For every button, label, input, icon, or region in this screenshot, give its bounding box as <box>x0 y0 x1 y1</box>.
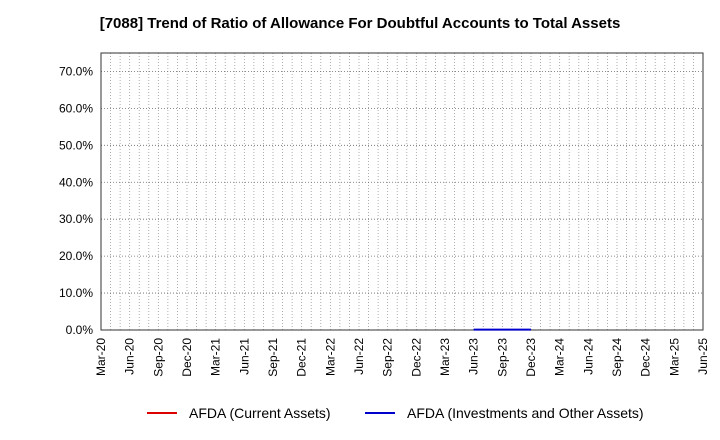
x-axis: Mar-20 Jun-20 Sep-20 Dec-20 Mar-21 Jun-21 Sep-… <box>94 338 710 377</box>
chart-title: [7088] Trend of Ratio of Allowance For D… <box>99 15 621 32</box>
x-tick-label: Mar-22 <box>323 338 337 376</box>
legend-swatch-investments <box>365 412 395 414</box>
x-tick-label: Dec-20 <box>180 338 194 377</box>
x-tick-label: Sep-20 <box>151 338 165 377</box>
x-tick-label: Sep-22 <box>381 338 395 377</box>
x-tick-label: Mar-24 <box>553 338 567 376</box>
x-tick-label: Sep-23 <box>495 338 509 377</box>
y-tick-label: 0.0% <box>66 323 94 337</box>
x-tick-label: Mar-21 <box>209 338 223 376</box>
x-tick-label: Jun-24 <box>581 338 595 375</box>
legend-label-current-assets: AFDA (Current Assets) <box>189 405 331 421</box>
legend-item-investments: AFDA (Investments and Other Assets) <box>365 405 644 421</box>
plot-area <box>100 52 704 331</box>
x-tick-label: Sep-24 <box>610 338 624 377</box>
x-tick-label: Jun-22 <box>352 338 366 375</box>
y-tick-label: 20.0% <box>59 249 93 263</box>
y-tick-label: 50.0% <box>59 138 93 152</box>
y-tick-label: 70.0% <box>59 64 93 78</box>
y-tick-label: 10.0% <box>59 286 93 300</box>
x-tick-label: Dec-24 <box>639 338 653 377</box>
y-tick-label: 60.0% <box>59 101 93 115</box>
x-tick-label: Dec-21 <box>295 338 309 377</box>
x-tick-label: Dec-22 <box>409 338 423 377</box>
legend-label-investments: AFDA (Investments and Other Assets) <box>407 405 644 421</box>
x-tick-label: Jun-20 <box>123 338 137 375</box>
x-tick-label: Jun-23 <box>467 338 481 375</box>
x-tick-label: Jun-21 <box>237 338 251 375</box>
x-tick-label: Mar-25 <box>667 338 681 376</box>
x-tick-label: Mar-23 <box>438 338 452 376</box>
x-tick-label: Mar-20 <box>94 338 108 376</box>
legend-swatch-current-assets <box>147 412 177 414</box>
x-tick-label: Jun-25 <box>696 338 710 375</box>
legend-item-current-assets: AFDA (Current Assets) <box>147 405 331 421</box>
line-chart: 0.0%10.0%20.0%30.0%40.0%50.0%60.0%70.0% … <box>59 52 710 377</box>
y-axis: 0.0% 10.0% 20.0% 30.0% 40.0% 50.0% 60.0% 70.0% <box>59 64 93 337</box>
y-tick-label: 30.0% <box>59 212 93 226</box>
grid-lines <box>101 53 703 330</box>
x-tick-label: Sep-21 <box>266 338 280 377</box>
legend: AFDA (Current Assets) AFDA (Investments … <box>0 405 720 425</box>
y-tick-label: 40.0% <box>59 175 93 189</box>
x-tick-label: Dec-23 <box>524 338 538 377</box>
